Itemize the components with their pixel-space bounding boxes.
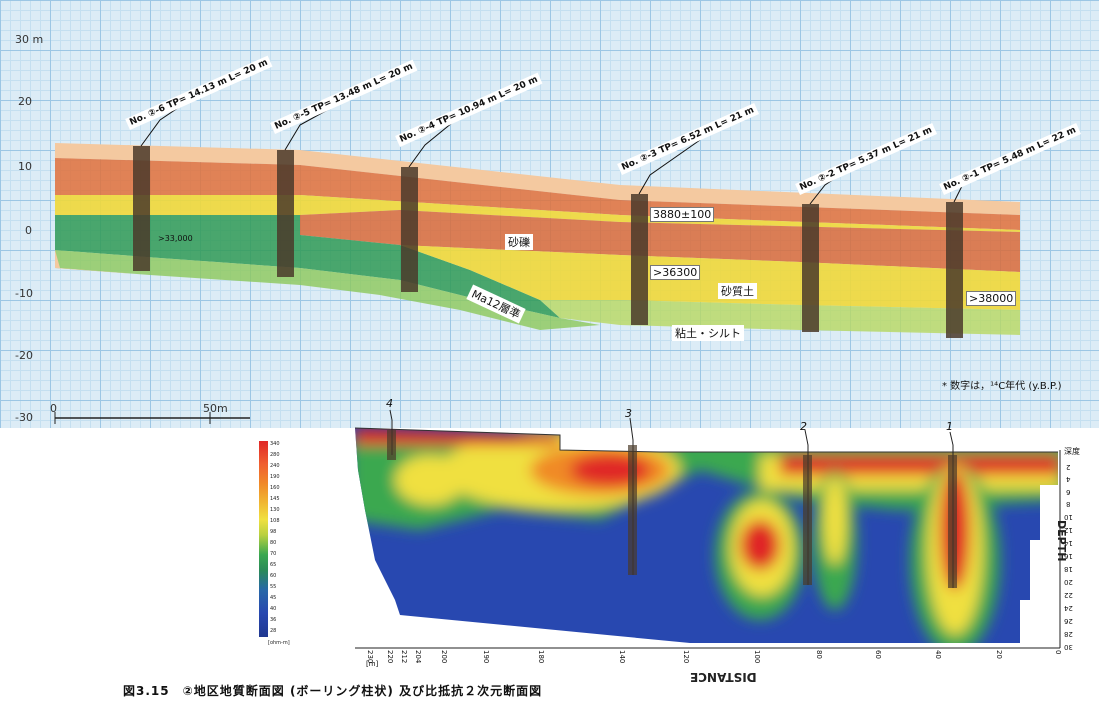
legend-value: 98 — [270, 529, 277, 535]
distance-tick: 190 — [482, 650, 490, 664]
depth-tick: 2 — [1066, 463, 1071, 471]
distance-tick: 80 — [815, 650, 823, 659]
legend-value: 36 — [270, 617, 277, 623]
depth-tick: 8 — [1066, 500, 1071, 508]
section-borehole-columns — [387, 430, 957, 588]
depth-tick: 22 — [1064, 591, 1073, 599]
distance-tick: 200 — [440, 650, 448, 664]
distance-tick: 100 — [753, 650, 761, 664]
layer-gravel — [300, 210, 1020, 272]
section-number: 4 — [386, 397, 393, 410]
layer-orange-upper — [55, 158, 1020, 230]
distance-tick: 204 — [414, 650, 422, 664]
section-number: 3 — [625, 407, 632, 420]
y-tick: -20 — [15, 349, 33, 362]
y-tick: 0 — [25, 224, 32, 237]
layer-sandy-green — [540, 300, 1020, 335]
legend-value: 55 — [270, 584, 277, 590]
legend-value: 145 — [270, 496, 280, 502]
legend-value: 40 — [270, 606, 277, 612]
layer-light-green — [55, 250, 600, 330]
distance-axis: 230 220 212 204 200 190 180 140 120 100 … — [0, 650, 1099, 670]
distance-unit: [m] — [366, 660, 379, 668]
legend-value: 340 — [270, 441, 280, 447]
legend-value: 28 — [270, 628, 277, 634]
scale-bar-start: 0 — [50, 402, 57, 415]
distance-title: DISTANCE — [690, 670, 757, 684]
age-label: >38000 — [966, 291, 1017, 306]
layer-green — [55, 215, 560, 318]
legend-value: 240 — [270, 463, 280, 469]
distance-tick: 140 — [618, 650, 626, 664]
distance-tick: 120 — [682, 650, 690, 664]
legend-value: 108 — [270, 518, 280, 524]
layer-label-gravel: 砂礫 — [505, 234, 533, 250]
radiocarbon-note: * 数字は，¹⁴C年代 (y.B.P.) — [942, 381, 1062, 392]
y-tick: -30 — [15, 411, 33, 424]
legend-value: 45 — [270, 595, 277, 601]
depth-title: DEPTH — [1055, 520, 1068, 562]
distance-tick: 40 — [934, 650, 942, 659]
section-surface-line — [354, 427, 1058, 453]
age-label: >33,000 — [158, 234, 193, 243]
y-tick: 10 — [18, 160, 32, 173]
depth-tick: 24 — [1064, 604, 1073, 612]
depth-tick: 20 — [1064, 578, 1073, 586]
depth-tick: 4 — [1066, 475, 1071, 483]
depth-tick: 26 — [1064, 617, 1073, 625]
scale-bar-end: 50m — [203, 402, 228, 415]
section-number: 1 — [946, 420, 953, 433]
legend-value: 65 — [270, 562, 277, 568]
distance-tick: 212 — [400, 650, 408, 664]
y-tick: 20 — [18, 95, 32, 108]
legend-value: 130 — [270, 507, 280, 513]
age-label: 3880±100 — [650, 207, 715, 222]
distance-tick: 220 — [386, 650, 394, 664]
layer-yellow-upper — [55, 195, 1020, 232]
depth-tick: 6 — [1066, 488, 1071, 496]
depth-header: 深度 — [1064, 447, 1080, 456]
legend-value: 280 — [270, 452, 280, 458]
legend-value: 80 — [270, 540, 277, 546]
section-number: 2 — [800, 420, 807, 433]
distance-tick: 0 — [1054, 650, 1062, 655]
age-label: >36300 — [650, 265, 701, 280]
layer-label-sandy-soil: 砂質土 — [718, 283, 757, 299]
distance-tick: 20 — [995, 650, 1003, 659]
legend-unit: [ohm-m] — [268, 640, 290, 646]
legend-value: 70 — [270, 551, 277, 557]
legend-value: 60 — [270, 573, 277, 579]
layer-label-clay-silt: 粘土・シルト — [672, 325, 744, 341]
legend-value: 160 — [270, 485, 280, 491]
resistivity-legend-values: 340 280 240 190 160 145 130 108 98 80 70… — [270, 441, 290, 637]
depth-tick: 28 — [1064, 630, 1073, 638]
distance-tick: 60 — [874, 650, 882, 659]
borehole-columns — [133, 146, 963, 338]
distance-tick: 180 — [537, 650, 545, 664]
legend-value: 190 — [270, 474, 280, 480]
y-axis-unit: 30 m — [15, 33, 44, 46]
layer-topsoil — [55, 143, 1020, 215]
layer-sandy — [400, 245, 1020, 310]
y-tick: -10 — [15, 287, 33, 300]
figure-caption: 図3.15 ②地区地質断面図 (ボーリング柱状) 及び比抵抗２次元断面図 — [123, 684, 543, 698]
depth-tick: 18 — [1064, 565, 1073, 573]
resistivity-legend-bar — [259, 441, 268, 637]
